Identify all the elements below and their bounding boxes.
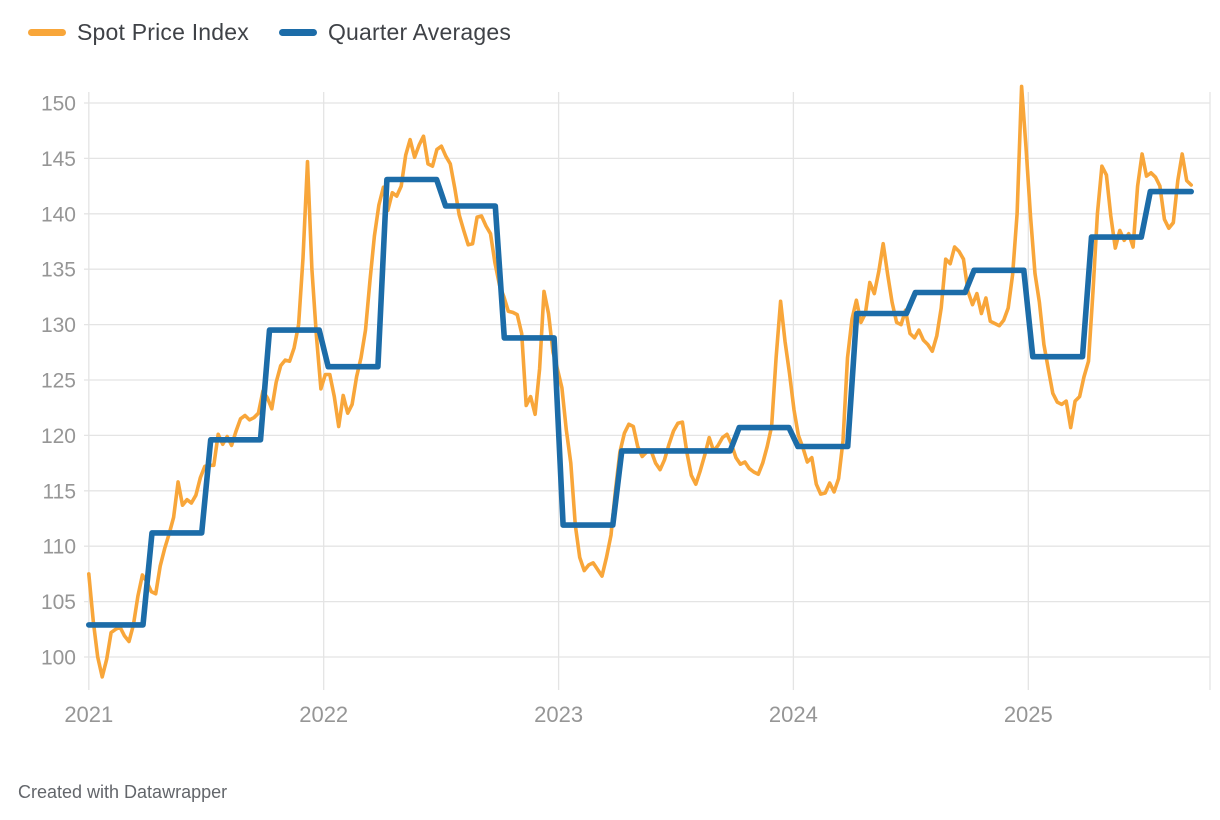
quarter-averages-line[interactable] bbox=[86, 176, 1194, 628]
legend: Spot Price Index Quarter Averages bbox=[28, 19, 511, 46]
quarter-averages-swatch-icon bbox=[278, 29, 317, 36]
spot-price-line[interactable] bbox=[87, 84, 1193, 679]
x-tick-label: 2023 bbox=[534, 702, 583, 727]
y-tick-label: 120 bbox=[41, 425, 76, 448]
legend-item-spot-price: Spot Price Index bbox=[28, 19, 249, 46]
x-tick-label: 2022 bbox=[299, 702, 348, 727]
legend-label-quarter-averages: Quarter Averages bbox=[327, 19, 512, 45]
legend-item-quarter-averages: Quarter Averages bbox=[278, 19, 512, 46]
y-tick-label: 115 bbox=[43, 480, 76, 503]
x-tick-label: 2021 bbox=[64, 702, 113, 727]
chart-svg[interactable]: 100 105 110 115 120 125 130 135 140 145 150 2021 202… bbox=[0, 0, 1220, 760]
legend-label-spot-price: Spot Price Index bbox=[77, 19, 249, 45]
spot-price-swatch-icon bbox=[28, 29, 66, 36]
y-tick-label: 150 bbox=[41, 93, 76, 116]
y-tick-label: 125 bbox=[41, 370, 76, 393]
y-tick-label: 110 bbox=[43, 536, 76, 559]
y-tick-label: 135 bbox=[41, 259, 76, 282]
y-tick-label: 130 bbox=[41, 314, 76, 337]
y-tick-label: 145 bbox=[41, 148, 76, 171]
datawrapper-attribution-link[interactable]: Created with Datawrapper bbox=[18, 782, 228, 802]
y-tick-label: 105 bbox=[41, 591, 76, 614]
y-tick-label: 140 bbox=[41, 203, 76, 226]
x-tick-label: 2025 bbox=[1004, 702, 1053, 727]
chart-area[interactable]: 100 105 110 115 120 125 130 135 140 145 150 2021 202… bbox=[0, 0, 1220, 765]
y-tick-label: 100 bbox=[41, 647, 76, 670]
x-tick-label: 2024 bbox=[769, 702, 818, 727]
